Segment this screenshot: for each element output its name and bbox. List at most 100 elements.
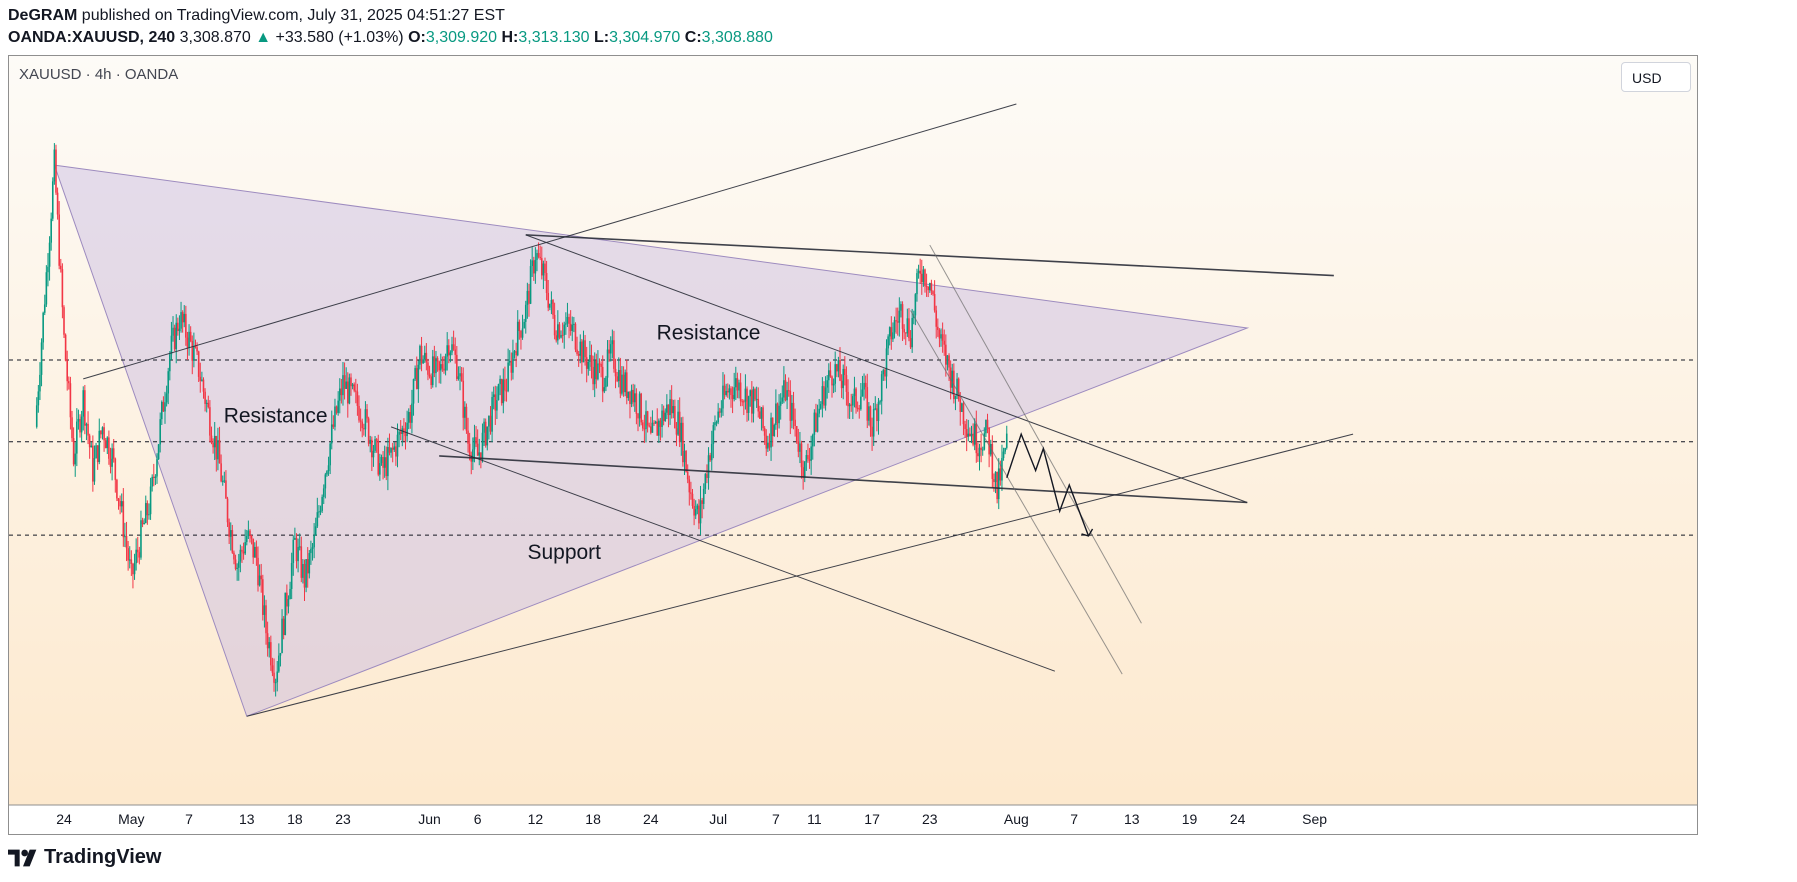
projection-path[interactable] xyxy=(1006,432,1090,537)
open-value: 3,309.920 xyxy=(425,29,498,46)
candle xyxy=(305,559,307,593)
trendline[interactable] xyxy=(910,310,1123,675)
candle xyxy=(454,337,457,364)
candle xyxy=(938,328,941,348)
time-scale-background[interactable] xyxy=(9,805,1697,834)
candle xyxy=(332,415,335,429)
candle xyxy=(852,393,854,420)
candle xyxy=(489,406,492,435)
candle xyxy=(396,423,399,468)
candle xyxy=(346,372,349,418)
candle xyxy=(819,401,822,410)
currency-button[interactable]: USD xyxy=(1621,62,1691,92)
candle xyxy=(624,369,626,397)
candle xyxy=(662,405,665,426)
candle xyxy=(122,488,125,547)
candle xyxy=(1004,447,1006,455)
candle xyxy=(350,373,352,396)
candle xyxy=(245,529,248,546)
candle xyxy=(513,349,516,359)
candle xyxy=(523,318,525,329)
candle xyxy=(810,435,812,475)
x-tick-label: Jun xyxy=(418,811,441,827)
candle xyxy=(847,379,849,419)
candle xyxy=(262,574,264,621)
footer-brand[interactable]: TradingView xyxy=(8,846,161,869)
open-label: O: xyxy=(408,29,426,46)
trendline[interactable] xyxy=(525,234,1334,277)
candle xyxy=(104,437,107,449)
candle xyxy=(124,522,126,548)
candle xyxy=(79,414,81,438)
candle xyxy=(69,376,72,430)
candle xyxy=(390,447,392,458)
candle xyxy=(856,401,859,412)
trendline[interactable] xyxy=(439,455,1248,504)
trendline[interactable] xyxy=(525,234,1248,503)
candle xyxy=(433,345,436,378)
candle xyxy=(290,552,293,600)
candle xyxy=(43,294,46,316)
candle xyxy=(289,581,291,600)
trendline[interactable] xyxy=(390,426,1056,672)
candle xyxy=(932,290,934,296)
author-name[interactable]: DeGRAM xyxy=(8,7,78,24)
candle xyxy=(784,374,787,402)
candle xyxy=(385,446,388,481)
candle xyxy=(557,310,559,345)
candle xyxy=(941,322,944,353)
candle xyxy=(77,409,80,430)
candle xyxy=(423,345,426,363)
candle xyxy=(561,322,564,343)
candle xyxy=(730,386,732,408)
x-tick-label: 18 xyxy=(287,811,303,827)
candle xyxy=(369,435,372,453)
candle xyxy=(872,403,875,446)
candle xyxy=(42,311,44,350)
trendline[interactable] xyxy=(246,433,1354,717)
trendline[interactable] xyxy=(83,103,1017,380)
chart-annotation[interactable]: Resistance xyxy=(657,322,761,345)
candle xyxy=(614,358,617,389)
candle xyxy=(425,343,428,371)
candle xyxy=(253,542,256,558)
x-tick-label: 23 xyxy=(335,811,351,827)
candle xyxy=(391,442,394,463)
candle xyxy=(66,350,69,391)
candle xyxy=(234,554,237,571)
candle xyxy=(917,264,920,279)
candle xyxy=(93,445,96,485)
candle xyxy=(666,394,668,420)
candle xyxy=(850,393,853,412)
x-tick-label: 24 xyxy=(643,811,659,827)
candle xyxy=(799,431,801,464)
chart-annotation[interactable]: Resistance xyxy=(224,405,328,428)
candle xyxy=(388,433,391,456)
candle xyxy=(747,395,750,421)
candle xyxy=(792,391,795,430)
candle xyxy=(860,383,862,411)
chart-annotation[interactable]: Support xyxy=(527,541,601,564)
candle xyxy=(577,350,580,367)
low-label: L: xyxy=(594,29,610,46)
candle xyxy=(752,386,755,423)
candle xyxy=(645,400,647,443)
low-value: 3,304.970 xyxy=(609,29,681,46)
candle xyxy=(330,410,333,450)
candle xyxy=(924,268,926,293)
candle xyxy=(483,418,485,446)
candle xyxy=(904,332,907,346)
candle xyxy=(876,403,878,432)
candle xyxy=(282,616,285,640)
candle xyxy=(892,322,894,343)
candle xyxy=(539,245,541,261)
candle xyxy=(188,324,190,356)
triangle-pattern[interactable] xyxy=(53,164,1250,717)
trendline[interactable] xyxy=(929,244,1142,624)
candle xyxy=(951,363,954,395)
candle xyxy=(162,396,165,412)
candle xyxy=(787,377,790,397)
candle xyxy=(977,442,979,462)
